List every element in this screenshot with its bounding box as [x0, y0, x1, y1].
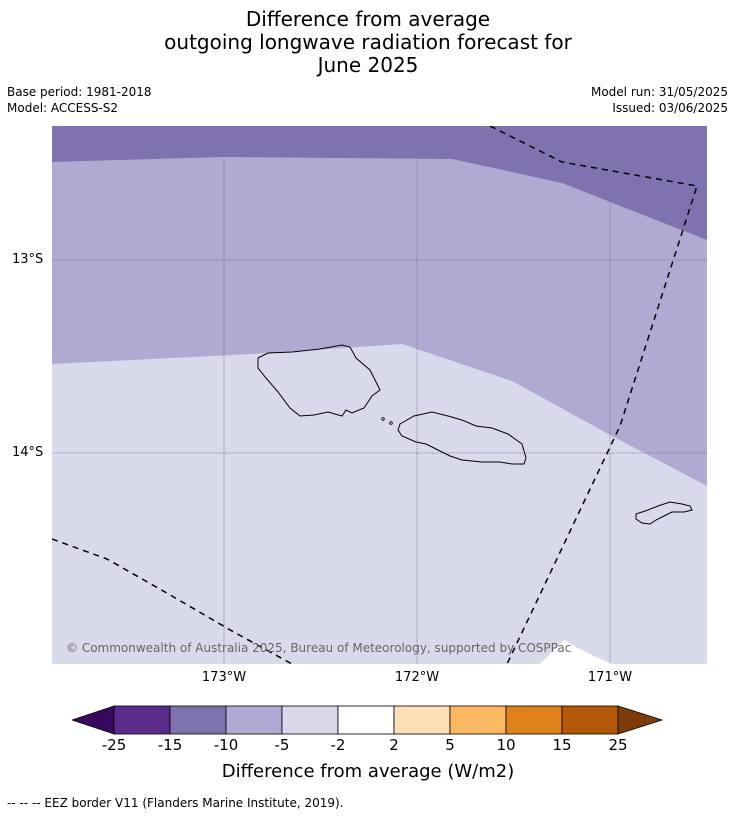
model-name: Model: ACCESS-S2 — [7, 101, 119, 115]
colorbar-tick: -10 — [213, 736, 239, 754]
colorbar-tick: -15 — [157, 736, 183, 754]
colorbar-tick: 2 — [389, 736, 399, 754]
lon-label-171w: 171°W — [587, 670, 633, 685]
colorbar-tick: 10 — [496, 736, 516, 754]
colorbar-segment — [561, 705, 619, 735]
colorbar-segment — [169, 705, 227, 735]
map-svg — [52, 126, 707, 664]
colorbar-segment — [393, 705, 451, 735]
meta-left: Base period: 1981-2018 Model: ACCESS-S2 — [7, 84, 152, 116]
colorbar-segment — [113, 705, 171, 735]
tutuila-island — [635, 501, 693, 525]
colorbar-segment — [281, 705, 339, 735]
colorbar-tick: -25 — [101, 736, 127, 754]
lon-label-173w: 173°W — [201, 670, 247, 685]
graticule — [52, 126, 707, 664]
band-minus2-plus2 — [540, 640, 612, 664]
band-minus15-minus10 — [52, 126, 707, 240]
colorbar-label: Difference from average (W/m2) — [221, 761, 515, 782]
savaii-island — [257, 344, 381, 417]
colorbar-tick: 15 — [552, 736, 572, 754]
title-line-1: Difference from average — [245, 7, 491, 31]
colorbar-segment — [449, 705, 507, 735]
eez-footnote: -- -- -- EEZ border V11 (Flanders Marine… — [7, 796, 344, 810]
upolu-island — [397, 411, 527, 465]
lat-label-14s: 14°S — [12, 445, 44, 460]
colorbar-tick: -2 — [330, 736, 346, 754]
lon-label-172w: 172°W — [394, 670, 440, 685]
model-run: Model run: 31/05/2025 — [590, 85, 728, 99]
issued-date: Issued: 03/06/2025 — [612, 101, 728, 115]
apolima-islet — [389, 421, 393, 425]
map-panel[interactable] — [52, 126, 707, 664]
colorbar-tick: 5 — [445, 736, 455, 754]
colorbar-segment — [337, 705, 395, 735]
copyright-text: © Commonwealth of Australia 2025, Bureau… — [66, 641, 572, 655]
colorbar-segment — [225, 705, 283, 735]
title-line-3: June 2025 — [317, 53, 419, 77]
colorbar-segment — [505, 705, 563, 735]
base-period: Base period: 1981-2018 — [7, 85, 152, 99]
band-minus10-minus5 — [52, 126, 707, 486]
colorbar — [72, 705, 664, 735]
colorbar-tick: -5 — [274, 736, 290, 754]
colorbar-min-arrow — [72, 705, 115, 735]
colorbar-max-arrow — [617, 705, 664, 735]
meta-right: Model run: 31/05/2025 Issued: 03/06/2025 — [591, 84, 728, 116]
map-title: Difference from average outgoing longwav… — [0, 8, 736, 77]
colorbar-tick: 25 — [608, 736, 628, 754]
title-line-2: outgoing longwave radiation forecast for — [164, 30, 572, 54]
manono-islet — [381, 417, 385, 421]
eez-border — [52, 126, 698, 664]
lat-label-13s: 13°S — [12, 252, 44, 267]
